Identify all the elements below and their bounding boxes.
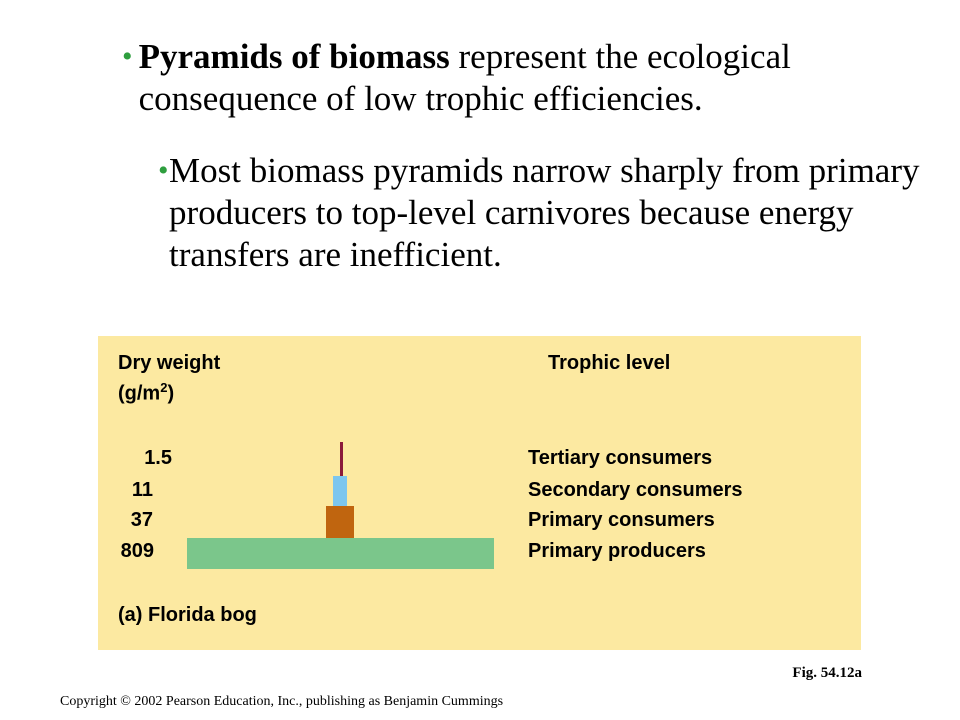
bullet-2-text: Most biomass pyramids narrow sharply fro… <box>169 151 920 274</box>
bar-primary-consumers <box>326 506 354 538</box>
bullet-marker: • <box>122 40 133 73</box>
label-secondary: Secondary consumers <box>528 479 743 501</box>
bar-tertiary <box>340 442 343 476</box>
units-open: (g/m <box>118 382 161 405</box>
trophic-level-header: Trophic level <box>548 352 671 374</box>
units-close: ) <box>167 382 175 405</box>
value-primary-producers: 809 <box>120 540 154 562</box>
copyright-text: Copyright © 2002 Pearson Education, Inc.… <box>60 694 504 709</box>
units-header: (g/m2) <box>118 380 174 406</box>
value-secondary: 11 <box>131 479 153 501</box>
bullet-2: • Most biomass pyramids narrow sharply f… <box>158 150 928 276</box>
biomass-pyramid-panel: Dry weight (g/m2) Trophic level 1.5 11 3… <box>98 336 861 650</box>
panel-caption: (a) Florida bog <box>118 604 257 626</box>
bullet-1-bold: Pyramids of biomass <box>138 37 450 76</box>
bar-secondary <box>333 476 347 506</box>
bullet-marker: • <box>158 154 169 187</box>
bullet-1-text: Pyramids of biomass represent the ecolog… <box>139 36 922 120</box>
units-sup: 2 <box>160 380 168 395</box>
label-tertiary: Tertiary consumers <box>528 447 713 469</box>
bullet-1: • Pyramids of biomass represent the ecol… <box>122 36 922 120</box>
value-primary-consumers: 37 <box>130 509 153 531</box>
value-tertiary: 1.5 <box>144 447 172 469</box>
dry-weight-header: Dry weight <box>118 352 221 374</box>
figure-label: Fig. 54.12a <box>792 665 862 681</box>
label-primary-consumers: Primary consumers <box>528 509 715 531</box>
bullet-1-rest: represent the ecological consequence of … <box>138 37 791 118</box>
label-primary-producers: Primary producers <box>528 540 706 562</box>
bar-primary-producers <box>187 538 494 569</box>
